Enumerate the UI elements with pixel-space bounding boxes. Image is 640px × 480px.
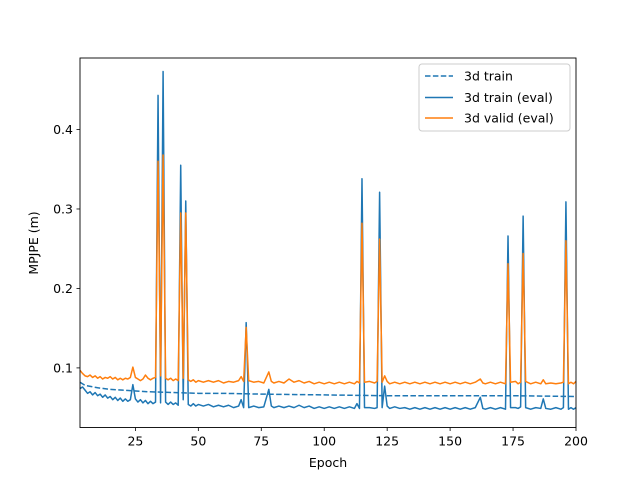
x-tick-label: 150 <box>438 434 462 449</box>
y-tick-label: 0.2 <box>53 281 73 296</box>
y-tick-label: 0.4 <box>53 122 73 137</box>
legend-label-3d-valid-eval: 3d valid (eval) <box>464 111 554 126</box>
series-layer <box>79 70 577 410</box>
x-axis-ticks: 25 50 75 100 125 150 175 200 <box>127 427 588 449</box>
x-tick-label: 125 <box>375 434 399 449</box>
x-tick-label: 200 <box>564 434 588 449</box>
y-tick-label: 0.1 <box>53 360 73 375</box>
x-tick-label: 50 <box>190 434 206 449</box>
y-axis-label: MPJPE (m) <box>26 211 41 274</box>
x-tick-label: 75 <box>253 434 269 449</box>
series-line-3d-valid-eval <box>79 154 577 385</box>
x-tick-label: 25 <box>127 434 143 449</box>
legend-box <box>418 63 571 132</box>
legend: 3d train 3d train (eval) 3d valid (eval) <box>418 63 571 132</box>
legend-label-3d-train: 3d train <box>464 69 513 84</box>
x-axis-label: Epoch <box>309 455 347 470</box>
series-line-3d-train-eval <box>79 70 577 410</box>
plot-frame <box>79 57 577 428</box>
x-tick-label: 175 <box>501 434 525 449</box>
series-line-3d-train <box>79 381 577 398</box>
legend-label-3d-train-eval: 3d train (eval) <box>464 90 553 105</box>
y-tick-label: 0.3 <box>53 201 73 216</box>
x-tick-label: 100 <box>312 434 336 449</box>
axes-layer <box>79 57 577 428</box>
y-axis-ticks: 0.1 0.2 0.3 0.4 <box>53 122 80 375</box>
